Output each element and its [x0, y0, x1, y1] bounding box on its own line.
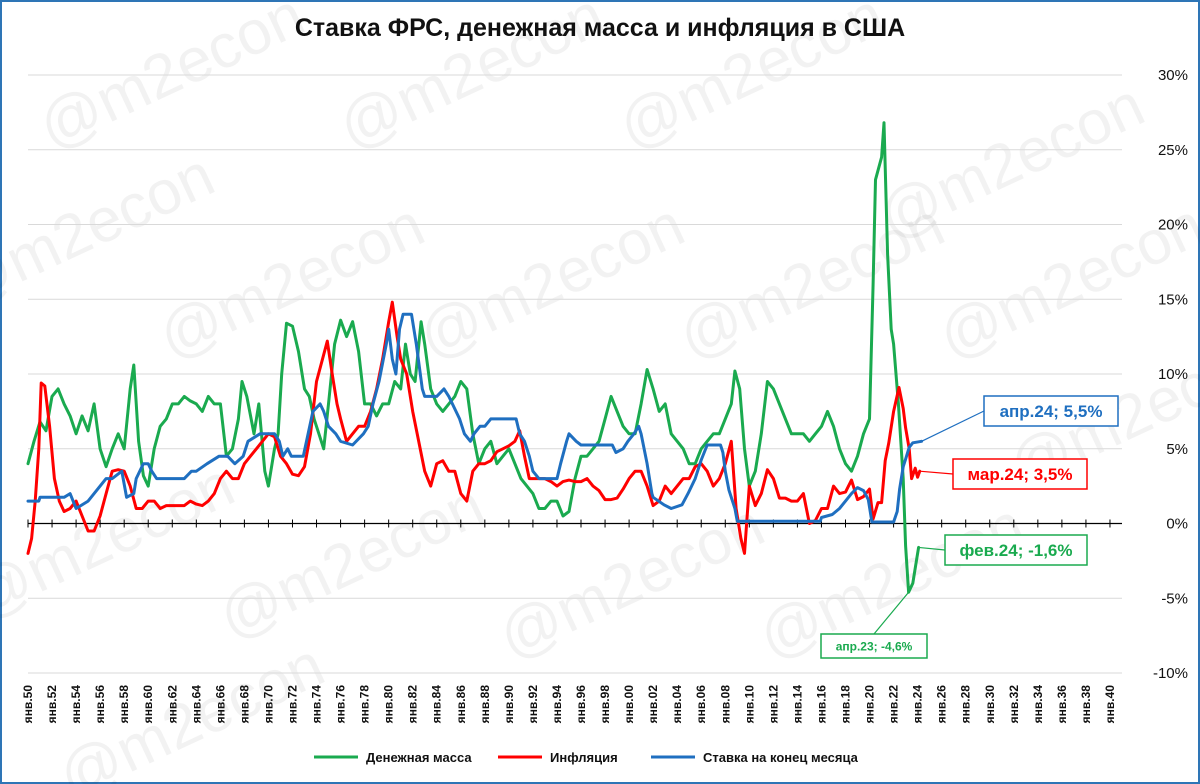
x-tick-label: янв.54 — [69, 685, 83, 724]
annotation-box — [983, 395, 1119, 427]
x-tick-label: янв.84 — [430, 685, 444, 724]
x-tick-label: янв.86 — [454, 685, 468, 724]
x-tick-label: янв.94 — [550, 685, 564, 724]
x-tick-label: янв.04 — [670, 685, 684, 724]
x-tick-label: янв.64 — [189, 685, 203, 724]
x-tick-label: янв.36 — [1055, 685, 1069, 724]
annotation-label: фев.24; -1,6% — [960, 541, 1073, 560]
watermark-text: @m2econ — [328, 0, 614, 163]
x-tick-label: янв.74 — [310, 685, 324, 724]
annotation-box — [944, 534, 1088, 566]
y-tick-label: 20% — [1158, 217, 1188, 234]
annotation-leader — [921, 410, 985, 442]
y-tick-label: 25% — [1158, 142, 1188, 159]
series-line-3 — [26, 312, 924, 524]
legend-label: Денежная масса — [366, 750, 472, 765]
x-tick-label: янв.08 — [718, 685, 732, 724]
y-tick-label: 5% — [1166, 441, 1188, 458]
x-tick-label: янв.30 — [983, 685, 997, 724]
x-tick-label: янв.76 — [334, 685, 348, 724]
x-tick-label: янв.72 — [285, 685, 299, 724]
x-tick-label: янв.20 — [863, 685, 877, 724]
x-tick-label: янв.66 — [213, 685, 227, 724]
x-tick-label: янв.82 — [406, 685, 420, 724]
watermark-text: @m2econ — [608, 0, 894, 163]
x-tick-label: янв.14 — [790, 685, 804, 724]
x-tick-label: янв.16 — [814, 685, 828, 724]
x-tick-label: янв.02 — [646, 685, 660, 724]
x-tick-label: янв.22 — [887, 685, 901, 724]
legend-label: Ставка на конец месяца — [703, 750, 859, 765]
annotation-label: апр.23; -4,6% — [836, 639, 913, 653]
x-tick-label: янв.26 — [935, 685, 949, 724]
annotation-label: апр.24; 5,5% — [1000, 402, 1103, 421]
annotation-leader — [873, 591, 910, 635]
y-tick-label: -10% — [1153, 665, 1188, 682]
x-tick-label: янв.98 — [598, 685, 612, 724]
chart-title: Ставка ФРС, денежная масса и инфляция в … — [294, 14, 906, 42]
legend: Денежная масса Инфляция Ставка на конец ме… — [314, 750, 859, 765]
y-tick-label: 15% — [1158, 291, 1188, 308]
x-tick-label: янв.24 — [911, 685, 925, 724]
x-tick-label: янв.06 — [694, 685, 708, 724]
x-tick-label: янв.34 — [1031, 685, 1045, 724]
x-tick-label: янв.90 — [502, 685, 516, 724]
annotation-box — [820, 633, 928, 659]
annotation-leader — [919, 470, 954, 475]
x-tick-label: янв.68 — [237, 685, 251, 724]
x-tick-label: янв.78 — [358, 685, 372, 724]
x-tick-label: янв.50 — [21, 685, 35, 724]
annotation-label: мар.24; 3,5% — [968, 465, 1073, 484]
x-tick-label: янв.96 — [574, 685, 588, 724]
x-tick-label: янв.52 — [45, 685, 59, 724]
annotation-layer: апр.24; 5,5% мар.24; 3,5% фев.24; -1,6% апр… — [820, 395, 1119, 659]
watermark-text: @m2econ — [208, 470, 494, 652]
x-tick-label: янв.56 — [93, 685, 107, 724]
x-tick-label: янв.62 — [165, 685, 179, 724]
x-tick-label: янв.32 — [1007, 685, 1021, 724]
y-tick-label: 30% — [1158, 67, 1188, 84]
watermark-text: @m2econ — [28, 0, 314, 163]
watermark-text: @m2econ — [408, 190, 694, 372]
legend-label: Инфляция — [550, 750, 618, 765]
watermark-text: @m2econ — [488, 490, 774, 672]
x-tick-label: янв.38 — [1079, 685, 1093, 724]
annotation-leader — [918, 546, 946, 551]
y-tick-label: 0% — [1166, 516, 1188, 533]
series-line-2 — [26, 300, 922, 555]
series-layer — [26, 121, 924, 594]
x-tick-label: янв.80 — [382, 685, 396, 724]
annotation-box — [952, 458, 1088, 490]
y-tick-label: 10% — [1158, 366, 1188, 383]
x-tick-label: янв.60 — [141, 685, 155, 724]
x-tick-label: янв.40 — [1103, 685, 1117, 724]
x-tick-label: янв.18 — [838, 685, 852, 724]
x-tick-label: янв.12 — [766, 685, 780, 724]
x-tick-label: янв.10 — [742, 685, 756, 724]
x-tick-label: янв.88 — [478, 685, 492, 724]
x-tick-label: янв.70 — [261, 685, 275, 724]
x-tick-label: янв.92 — [526, 685, 540, 724]
y-tick-label: -5% — [1161, 590, 1188, 607]
x-tick-label: янв.28 — [959, 685, 973, 724]
x-tick-label: янв.00 — [622, 685, 636, 724]
x-tick-label: янв.58 — [117, 685, 131, 724]
